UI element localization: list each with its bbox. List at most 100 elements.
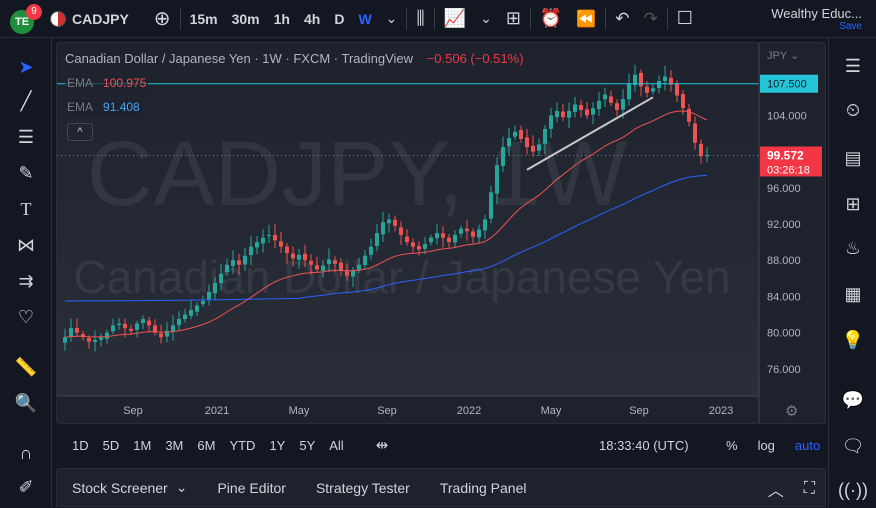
price-tick-label: 96.000 xyxy=(767,183,801,195)
scale-options: % log auto xyxy=(726,428,820,462)
undo-icon[interactable]: ↶ xyxy=(615,8,630,28)
candle-body xyxy=(423,243,427,249)
redo-icon[interactable]: ↷ xyxy=(643,8,658,28)
timeframe-w[interactable]: W xyxy=(358,10,372,27)
tab-strategy-tester[interactable]: Strategy Tester xyxy=(315,479,410,496)
candle-body xyxy=(309,260,313,265)
percent-scale-toggle[interactable]: % xyxy=(726,437,738,453)
compare-add-icon[interactable]: ⊕ xyxy=(153,8,171,30)
indicators-icon[interactable]: 📈 xyxy=(443,8,467,28)
watchlist-icon[interactable]: ☰ xyxy=(844,55,862,76)
timeframe-4h[interactable]: 4h xyxy=(303,10,321,27)
range-1m[interactable]: 1M xyxy=(133,437,152,453)
calendar-icon[interactable]: ▦ xyxy=(844,283,862,304)
price-tick-label: 84.000 xyxy=(767,291,801,303)
candle-body xyxy=(663,76,667,82)
indicators-chevron-icon[interactable]: ⌄ xyxy=(480,10,492,26)
candle-body xyxy=(291,253,295,259)
text-tool-icon[interactable]: T xyxy=(20,198,32,219)
pattern-icon[interactable]: ⋈ xyxy=(17,234,35,255)
range-1y[interactable]: 1Y xyxy=(269,437,286,453)
candle-body xyxy=(333,260,337,264)
candle-body xyxy=(519,130,523,139)
app-logo[interactable]: TE 9 xyxy=(10,3,42,34)
chevron-up-icon[interactable]: ︿ xyxy=(767,482,784,500)
candle-body xyxy=(435,233,439,239)
ruler-icon[interactable]: 📏 xyxy=(14,356,38,377)
candle-body xyxy=(513,131,517,137)
timeframe-dropdown-chevron-icon[interactable]: ⌄ xyxy=(385,10,398,26)
favorites-heart-icon[interactable]: ♡ xyxy=(17,306,35,327)
right-widget-bar: ☰ ⏲ ▤ ⊞ ♨ ▦ 💡 💬 🗨 ((·)) xyxy=(828,38,876,507)
range-5d[interactable]: 5D xyxy=(102,437,120,453)
ema-fast-legend[interactable]: EMA 100.975 xyxy=(65,75,149,91)
candle-body xyxy=(675,83,679,96)
range-1d[interactable]: 1D xyxy=(72,437,89,453)
messages-icon[interactable]: 🗨 xyxy=(841,435,865,456)
alert-clock-icon[interactable]: ⏰ xyxy=(539,8,563,28)
news-icon[interactable]: ▤ xyxy=(844,147,862,168)
zoom-in-icon[interactable]: 🔍 xyxy=(14,392,38,413)
auto-scale-toggle[interactable]: auto xyxy=(794,437,821,453)
chart-pane[interactable]: CADJPY, 1W Canadian Dollar / Japanese Yen… xyxy=(56,42,826,424)
tab-stock-screener[interactable]: Stock Screener ⌄ xyxy=(57,479,202,496)
chats-icon[interactable]: 💬 xyxy=(841,389,865,410)
chevron-down-icon[interactable]: ⌄ xyxy=(175,479,188,495)
candles-group xyxy=(63,64,709,352)
tab-trading-panel[interactable]: Trading Panel xyxy=(439,479,527,496)
timeframe-30m[interactable]: 30m xyxy=(231,10,260,27)
candle-body xyxy=(459,228,463,234)
settings-gear-icon[interactable]: ⚙ xyxy=(785,402,798,420)
magnet-icon[interactable]: ∩ xyxy=(19,442,33,463)
divider xyxy=(433,7,435,30)
legend-collapse-button[interactable]: ^ xyxy=(67,123,93,141)
candle-body xyxy=(357,264,361,270)
horizontal-lines-icon[interactable]: ☰ xyxy=(17,126,35,147)
timeframe-15m[interactable]: 15m xyxy=(189,10,218,27)
save-label[interactable]: Save xyxy=(839,21,862,32)
timeframe-1h[interactable]: 1h xyxy=(273,10,290,27)
add-list-icon[interactable]: ⊞ xyxy=(845,193,861,214)
ema-slow-legend[interactable]: EMA 91.408 xyxy=(65,99,142,115)
timeframe-d[interactable]: D xyxy=(334,10,345,27)
range-all[interactable]: All xyxy=(329,437,344,453)
candle-body xyxy=(255,242,259,248)
trend-line xyxy=(526,96,654,171)
log-scale-toggle[interactable]: log xyxy=(757,437,775,453)
candle-body xyxy=(195,305,199,312)
price-chart[interactable]: CADJPY, 1W Canadian Dollar / Japanese Yen… xyxy=(57,43,826,424)
date-range-calendar-icon[interactable]: ⇹ xyxy=(375,437,389,454)
account-menu[interactable]: Wealthy Educ... Save xyxy=(771,6,862,32)
help-signal-icon[interactable]: ((·)) xyxy=(838,479,868,500)
symbol-search-button[interactable]: CADJPY xyxy=(50,10,129,27)
fullscreen-square-icon[interactable]: ☐ xyxy=(676,8,693,28)
candle-body xyxy=(669,77,673,85)
range-ytd[interactable]: YTD xyxy=(229,437,256,453)
hotlists-fire-icon[interactable]: ♨ xyxy=(844,237,862,258)
divider xyxy=(605,7,607,30)
candles-style-icon[interactable]: ⫼ xyxy=(416,8,425,28)
currency-label: JPY ⌄ xyxy=(767,50,799,62)
candle-body xyxy=(681,94,685,109)
time-tick-label: 2023 xyxy=(709,405,733,417)
candle-body xyxy=(321,265,325,271)
trend-line-icon[interactable]: ╱ xyxy=(20,90,32,111)
replay-rewind-icon[interactable]: ⏪ xyxy=(576,10,597,28)
brush-icon[interactable]: ✎ xyxy=(18,162,34,183)
tab-pine-editor[interactable]: Pine Editor xyxy=(217,479,286,496)
cursor-arrow-icon[interactable]: ➤ xyxy=(18,56,34,77)
lock-drawings-icon[interactable]: ✐ xyxy=(18,476,34,497)
ideas-lightbulb-icon[interactable]: 💡 xyxy=(841,329,865,350)
range-6m[interactable]: 6M xyxy=(197,437,216,453)
ema-fast-line xyxy=(64,110,708,338)
range-3m[interactable]: 3M xyxy=(165,437,184,453)
alerts-clock-icon[interactable]: ⏲ xyxy=(845,99,861,120)
utc-clock[interactable]: 18:33:40 (UTC) xyxy=(599,437,689,453)
layout-grid-icon[interactable]: ⊞ xyxy=(505,8,521,28)
candle-body xyxy=(597,100,601,110)
prediction-icon[interactable]: ⇉ xyxy=(18,270,34,291)
maximize-icon[interactable]: ⛶ xyxy=(803,479,815,497)
range-5y[interactable]: 5Y xyxy=(299,437,316,453)
candle-body xyxy=(177,319,181,326)
price-tick-label: 92.000 xyxy=(767,219,801,231)
